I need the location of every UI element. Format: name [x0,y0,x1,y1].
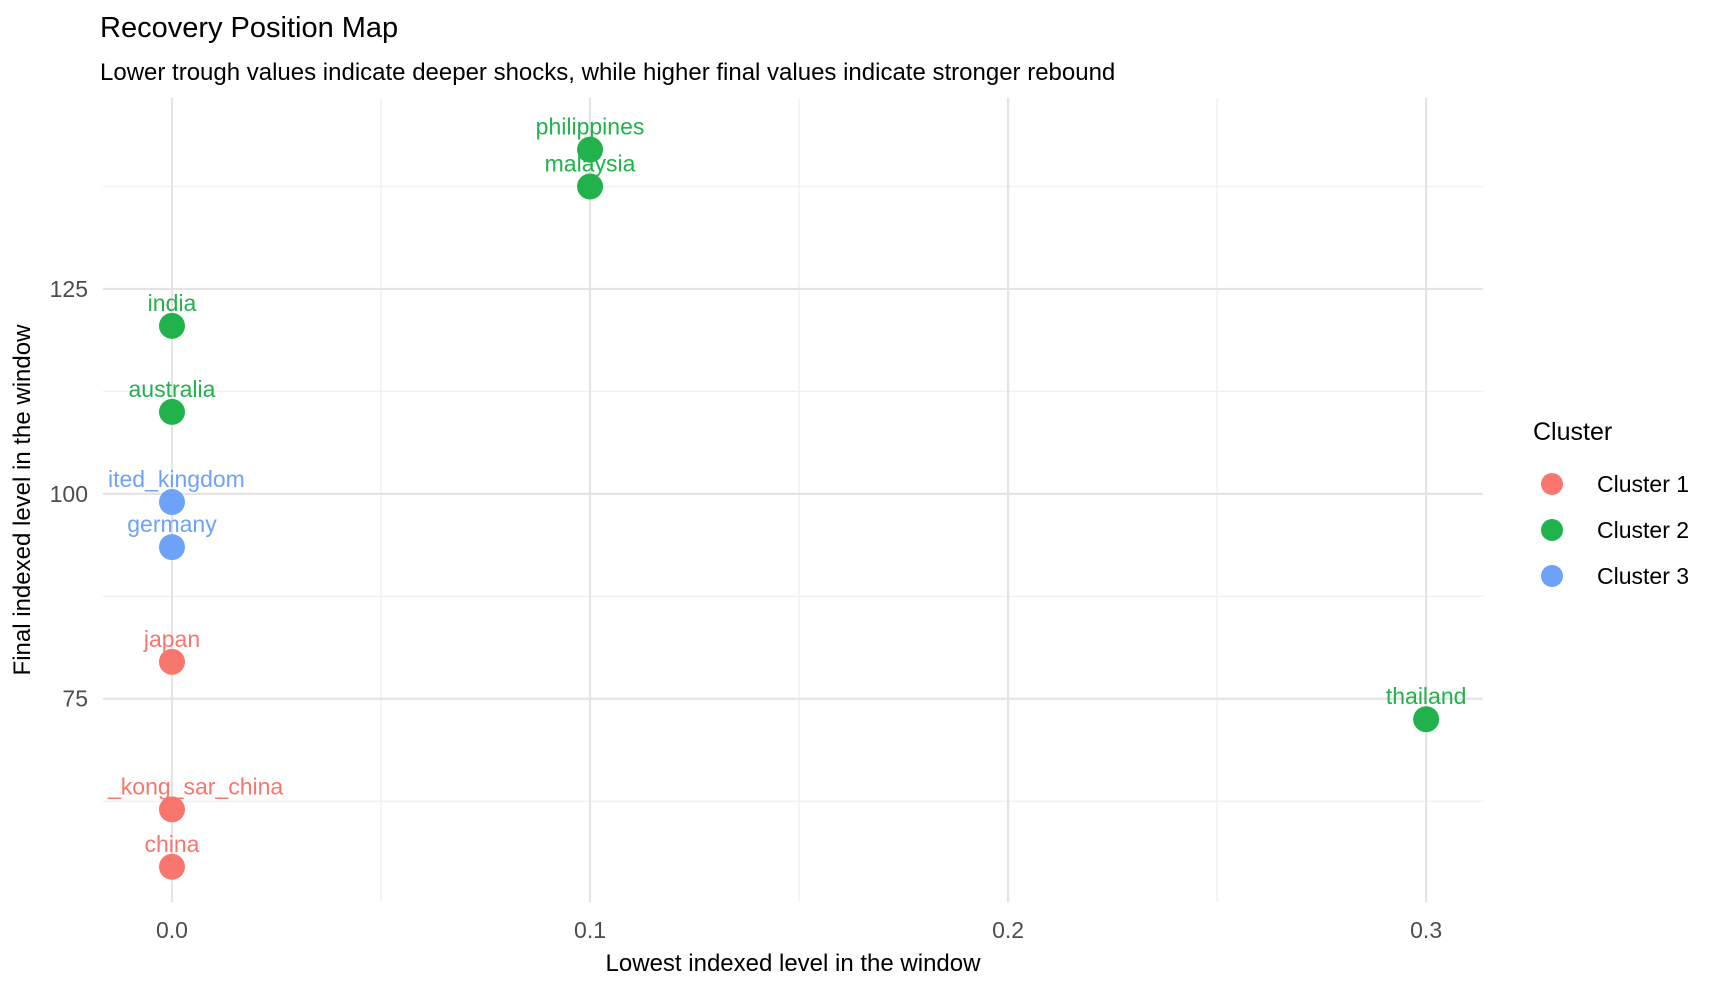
point-label-japan: japan [143,626,200,652]
point-china [158,853,185,880]
point-thailand [1413,706,1440,733]
point-label-india: india [148,290,197,316]
point-label-germany: germany [127,511,217,537]
legend-items: Cluster 1 Cluster 2 Cluster 3 [1533,461,1689,599]
point-labels-layer: philippines malaysia india australia ited_ki… [107,114,1466,857]
y-tick-label-75: 75 [62,686,88,712]
point-label-philippines: philippines [536,114,645,140]
legend-item-cluster-1: Cluster 1 [1533,461,1689,507]
legend-item-label: Cluster 2 [1597,516,1690,543]
point-philippines [577,136,604,163]
point-malaysia [577,173,604,200]
point-_kong_sar_china [158,796,185,823]
legend-item-cluster-2: Cluster 2 [1533,507,1689,553]
point-label-_kong_sar_china: _kong_sar_china [107,773,283,799]
legend-item-cluster-3: Cluster 3 [1533,553,1689,599]
point-japan [158,648,185,675]
point-label-thailand: thailand [1386,683,1467,709]
point-ited_kingdom [158,489,185,516]
y-tick-label-100: 100 [50,481,88,507]
point-germany [158,534,185,561]
x-tick-label-0.0: 0.0 [156,917,188,943]
chart-title: Recovery Position Map [100,12,399,44]
point-label-malaysia: malaysia [545,151,636,177]
chart-subtitle: Lower trough values indicate deeper shoc… [100,59,1116,86]
point-australia [158,398,185,425]
legend: Cluster Cluster 1 Cluster 2 Cluster 3 [1533,417,1689,599]
point-label-china: china [144,831,199,857]
point-india [158,312,185,339]
legend-swatch-icon [1541,519,1563,541]
legend-item-label: Cluster 1 [1597,470,1690,497]
x-axis-title: Lowest indexed level in the window [606,950,982,977]
legend-title: Cluster [1533,418,1613,446]
tick-labels-layer: 0.0 0.1 0.2 0.3 75 100 125 [50,276,1443,943]
legend-swatch-icon [1541,565,1563,587]
legend-swatch-icon [1541,473,1563,495]
y-axis-title: Final indexed level in the window [9,324,36,676]
grid-major-layer [103,98,1483,902]
point-label-ited_kingdom: ited_kingdom [108,466,245,492]
legend-item-label: Cluster 3 [1597,562,1690,589]
x-tick-label-0.1: 0.1 [574,917,606,943]
grid-minor-layer [103,98,1483,902]
x-tick-label-0.3: 0.3 [1410,917,1442,943]
x-tick-label-0.2: 0.2 [992,917,1024,943]
y-tick-label-125: 125 [50,276,88,302]
point-label-australia: australia [129,376,216,402]
points-layer [158,136,1440,880]
